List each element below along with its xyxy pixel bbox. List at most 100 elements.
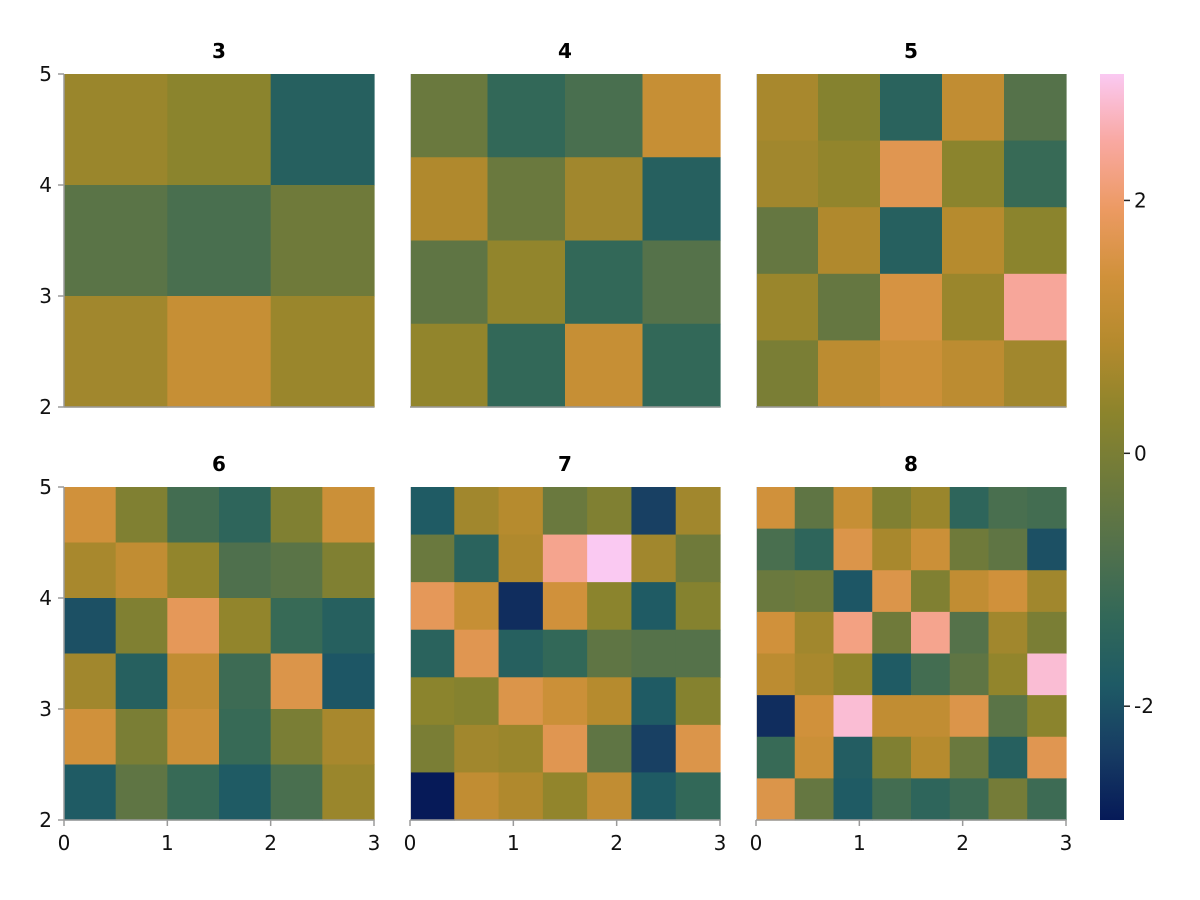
heatmap-cell bbox=[756, 140, 819, 208]
heatmap-cell bbox=[64, 653, 117, 710]
heatmap-cell bbox=[756, 736, 796, 779]
heatmap-cell bbox=[322, 598, 375, 655]
heatmap-cell bbox=[818, 74, 881, 142]
heatmap-cell bbox=[1004, 273, 1067, 341]
heatmap-cell bbox=[322, 709, 375, 766]
heatmap-cell bbox=[988, 653, 1028, 696]
heatmap-cell bbox=[675, 724, 721, 774]
x-tick-label: 0 bbox=[404, 831, 417, 855]
heatmap-cell bbox=[833, 528, 873, 571]
heatmap-cell bbox=[542, 629, 588, 678]
heatmap-cell bbox=[64, 487, 117, 544]
heatmap-cell bbox=[167, 764, 220, 821]
heatmap-cell bbox=[64, 542, 117, 599]
heatmap-cell bbox=[115, 542, 168, 599]
panel-title: 4 bbox=[558, 39, 572, 63]
heatmap-cell bbox=[794, 778, 835, 821]
heatmap-cell bbox=[631, 772, 677, 821]
heatmap-cell bbox=[565, 323, 644, 408]
heatmap-cell bbox=[880, 273, 943, 341]
heatmap-cell bbox=[565, 240, 644, 325]
heatmap-cell bbox=[487, 323, 566, 408]
heatmap-cell bbox=[942, 74, 1005, 142]
heatmap-cell bbox=[498, 772, 544, 821]
heatmap-cell bbox=[642, 157, 721, 242]
heatmap-cell bbox=[454, 487, 500, 536]
heatmap-cell bbox=[167, 598, 220, 655]
heatmap-cell bbox=[988, 528, 1028, 571]
heatmap-cell bbox=[1027, 487, 1067, 530]
heatmap-cell bbox=[498, 582, 544, 631]
heatmap-cell bbox=[756, 74, 819, 142]
heatmap-cell bbox=[587, 724, 633, 774]
heatmap-cell bbox=[487, 74, 566, 158]
heatmap-cell bbox=[64, 709, 117, 766]
heatmap-cell bbox=[454, 534, 500, 583]
heatmap-cell bbox=[756, 695, 796, 738]
heatmap-cell bbox=[219, 653, 272, 710]
heatmap-cell bbox=[794, 695, 835, 738]
heatmap-cell bbox=[410, 534, 455, 583]
y-tick-label: 2 bbox=[39, 808, 52, 832]
heatmap-cell bbox=[64, 598, 117, 655]
heatmap-cell bbox=[410, 677, 455, 726]
heatmap-cell bbox=[167, 487, 220, 544]
heatmap-cell bbox=[794, 653, 835, 696]
x-tick-label: 2 bbox=[610, 831, 623, 855]
heatmap-cell bbox=[949, 653, 990, 696]
heatmap-cell bbox=[911, 528, 951, 571]
heatmap-cell bbox=[880, 74, 943, 142]
heatmap-cell bbox=[988, 736, 1028, 779]
heatmap-cell bbox=[872, 736, 912, 779]
heatmap-cell bbox=[115, 653, 168, 710]
heatmap-cell bbox=[498, 534, 544, 583]
heatmap-cell bbox=[949, 528, 990, 571]
heatmap-cell bbox=[565, 74, 644, 158]
heatmap-cell bbox=[270, 185, 375, 297]
heatmap-cell bbox=[1027, 778, 1067, 821]
x-tick-label: 2 bbox=[956, 831, 969, 855]
heatmap-cell bbox=[1027, 611, 1067, 655]
x-tick-label: 3 bbox=[368, 831, 381, 855]
heatmap-cell bbox=[949, 736, 990, 779]
heatmap-cell bbox=[270, 764, 323, 821]
heatmap-cell bbox=[542, 724, 588, 774]
heatmap-cell bbox=[833, 570, 873, 613]
heatmap-cell bbox=[322, 542, 375, 599]
colorbar-tick-label: -2 bbox=[1134, 694, 1154, 718]
heatmap-cell bbox=[756, 340, 819, 408]
heatmap-cell bbox=[833, 736, 873, 779]
panel-4: 4 bbox=[410, 39, 721, 408]
heatmap-cell bbox=[410, 240, 489, 325]
heatmap-cell bbox=[675, 677, 721, 726]
heatmap-cell bbox=[631, 487, 677, 536]
heatmap-cell bbox=[818, 273, 881, 341]
heatmap-cell bbox=[872, 778, 912, 821]
heatmap-cell bbox=[167, 653, 220, 710]
heatmap-cell bbox=[219, 542, 272, 599]
heatmap-cell bbox=[872, 487, 912, 530]
heatmap-cell bbox=[949, 570, 990, 613]
heatmap-cell bbox=[872, 695, 912, 738]
heatmap-cell bbox=[454, 772, 500, 821]
heatmap-cell bbox=[911, 487, 951, 530]
heatmap-cell bbox=[115, 487, 168, 544]
heatmap-cell bbox=[756, 570, 796, 613]
heatmap-cell bbox=[410, 487, 455, 536]
heatmap-cell bbox=[587, 582, 633, 631]
panel-6: 6 2 3 4 5 0 1 2 3 bbox=[39, 452, 380, 855]
heatmap-cell bbox=[454, 629, 500, 678]
heatmap-cell bbox=[794, 487, 835, 530]
heatmap-cell bbox=[587, 772, 633, 821]
heatmap-cell bbox=[270, 487, 323, 544]
heatmap-cell bbox=[565, 157, 644, 242]
heatmap-cell bbox=[498, 629, 544, 678]
heatmap-cell bbox=[270, 542, 323, 599]
heatmap-cell bbox=[988, 487, 1028, 530]
heatmap-cell bbox=[542, 487, 588, 536]
heatmap-cell bbox=[949, 487, 990, 530]
heatmap-cell bbox=[410, 157, 489, 242]
heatmap-cell bbox=[756, 487, 796, 530]
heatmap-cell bbox=[911, 778, 951, 821]
x-tick-label: 2 bbox=[264, 831, 277, 855]
